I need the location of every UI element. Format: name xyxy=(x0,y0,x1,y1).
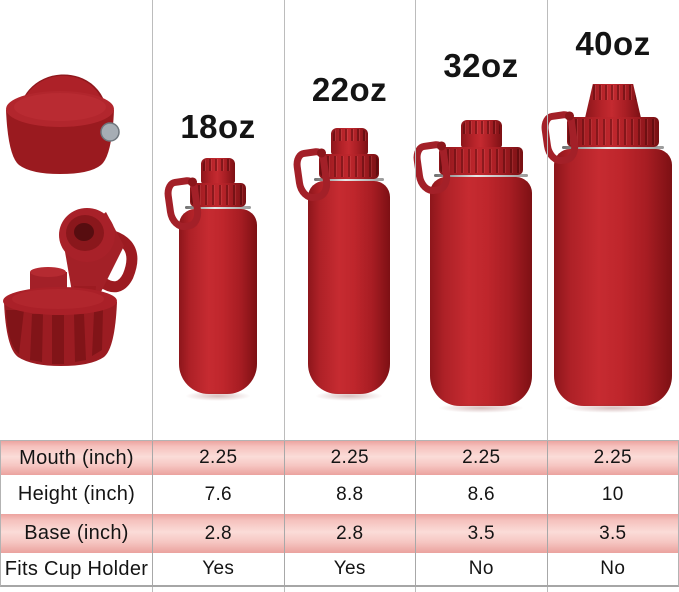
bottle-cap xyxy=(330,128,368,155)
table-row-height: Height (inch) 7.6 8.8 8.6 10 xyxy=(1,475,678,514)
column-divider xyxy=(547,0,548,592)
lid-base-top-highlight xyxy=(12,289,104,309)
bottle-cap xyxy=(585,84,641,118)
bottle-32oz xyxy=(411,120,532,413)
table-row-cup-holder: Fits Cup Holder Yes Yes No No xyxy=(1,553,678,585)
lid-base-side xyxy=(4,302,117,366)
cell-cup-22oz: Yes xyxy=(283,553,416,585)
bottle-18oz xyxy=(162,158,257,401)
bottle-collar xyxy=(439,147,523,175)
size-label-40oz: 40oz xyxy=(575,25,651,62)
bottle-collar xyxy=(319,154,379,179)
bottle-shadow xyxy=(438,403,524,413)
bottle-carry-loop xyxy=(162,175,204,233)
bottle-body xyxy=(554,149,672,406)
bottle-carry-loop xyxy=(539,109,581,167)
bottle-cap xyxy=(201,158,235,184)
cell-base-18oz: 2.8 xyxy=(152,514,284,553)
bottle-neck-seam xyxy=(314,178,384,181)
cell-height-32oz: 8.6 xyxy=(415,475,547,514)
bottle-neck-seam xyxy=(185,206,251,209)
cell-cup-40oz: No xyxy=(546,553,679,585)
cell-cup-32oz: No xyxy=(415,553,547,585)
row-header: Mouth (inch) xyxy=(19,446,134,469)
column-divider xyxy=(415,0,416,592)
column-divider xyxy=(152,0,153,592)
size-label-18oz: 18oz xyxy=(180,108,256,145)
cell-base-32oz: 3.5 xyxy=(415,514,547,553)
lid-side xyxy=(6,110,114,174)
bottle-cap xyxy=(460,120,502,148)
spec-comparison-table: Mouth (inch) 2.25 2.25 2.25 2.25 Height … xyxy=(0,440,679,587)
lid-base-ridges xyxy=(6,310,103,364)
bottle-22oz xyxy=(291,128,390,401)
size-label-22oz: 22oz xyxy=(311,71,388,108)
bottle-body xyxy=(308,181,390,394)
cell-mouth-40oz: 2.25 xyxy=(546,441,679,475)
cell-base-22oz: 2.8 xyxy=(283,514,416,553)
cell-mouth-22oz: 2.25 xyxy=(283,441,416,475)
cell-mouth-18oz: 2.25 xyxy=(152,441,284,475)
row-header: Height (inch) xyxy=(17,483,136,505)
lid-rivet xyxy=(100,122,120,142)
bottle-carry-loop xyxy=(291,146,333,204)
bottle-body xyxy=(430,177,532,406)
bottle-carry-loop xyxy=(411,139,453,197)
bottle-collar xyxy=(567,117,659,147)
cell-height-40oz: 10 xyxy=(546,475,679,514)
cell-height-22oz: 8.8 xyxy=(283,475,416,514)
spout-top xyxy=(30,267,66,277)
row-header: Fits Cup Holder xyxy=(4,557,149,580)
column-divider xyxy=(284,0,285,592)
bottle-body xyxy=(179,209,257,394)
flip-cap-loop xyxy=(96,228,138,293)
lid-top-highlight xyxy=(14,93,106,121)
bottle-shadow xyxy=(185,391,251,401)
table-row-base: Base (inch) 2.8 2.8 3.5 3.5 xyxy=(1,514,678,553)
bottle-shadow xyxy=(314,391,384,401)
size-label-32oz: 32oz xyxy=(443,47,519,84)
bottle-shadow xyxy=(563,403,663,413)
bottle-40oz xyxy=(539,84,672,413)
spout-lid-image xyxy=(3,208,138,366)
cell-height-18oz: 7.6 xyxy=(152,475,284,514)
cell-base-40oz: 3.5 xyxy=(546,514,679,553)
row-header: Base (inch) xyxy=(24,522,129,544)
cell-cup-18oz: Yes xyxy=(152,553,284,585)
cell-mouth-32oz: 2.25 xyxy=(415,441,547,475)
flex-cap-lid-image xyxy=(6,74,120,174)
bottle-neck-seam xyxy=(562,146,664,149)
table-row-mouth: Mouth (inch) 2.25 2.25 2.25 2.25 xyxy=(1,441,678,475)
flip-cap-hole xyxy=(74,223,94,241)
bottle-collar xyxy=(190,183,246,207)
bottle-neck-seam xyxy=(434,174,528,177)
